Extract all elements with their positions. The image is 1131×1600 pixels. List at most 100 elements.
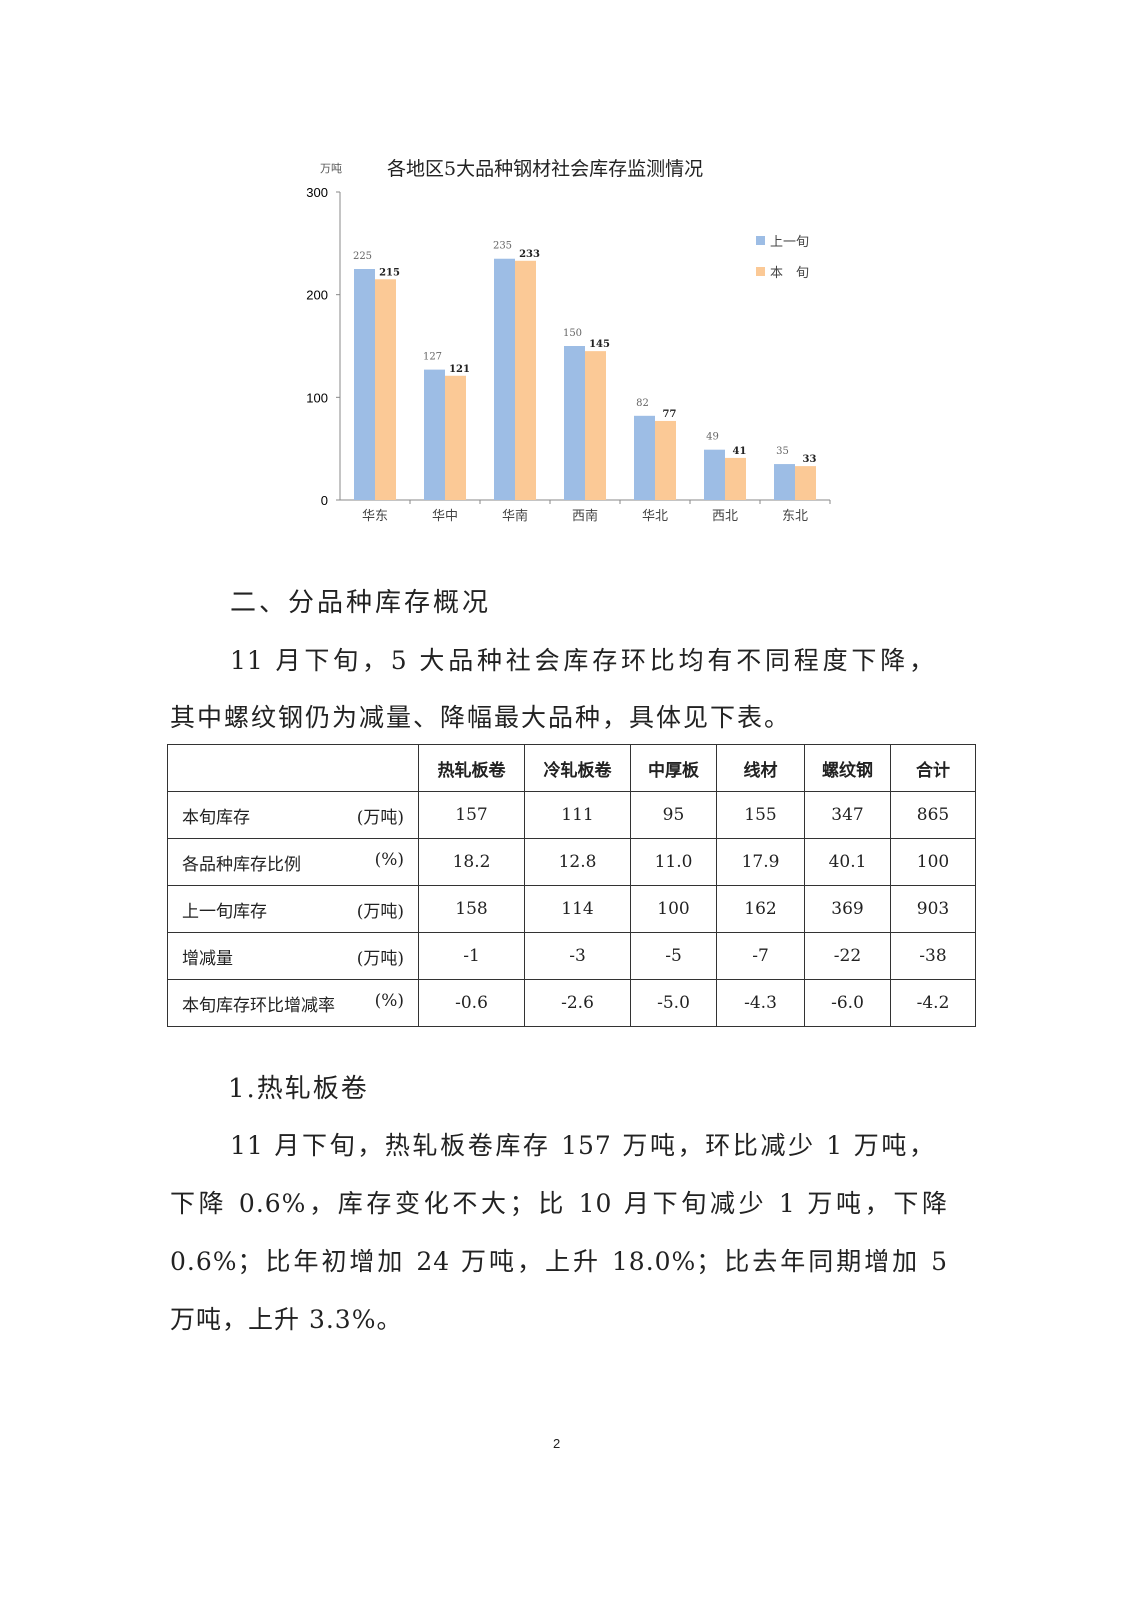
data-label: 215 bbox=[379, 267, 400, 278]
bar bbox=[354, 269, 375, 500]
bar bbox=[585, 351, 606, 500]
header-cell: 冷轧板卷 bbox=[524, 744, 631, 792]
table-cell: 157 bbox=[418, 791, 525, 839]
row-label-cell: (%) 各品种库存比例 bbox=[167, 838, 419, 886]
row-unit: (%) bbox=[374, 990, 404, 1011]
data-label: 82 bbox=[636, 398, 649, 409]
table-cell: 95 bbox=[630, 791, 717, 839]
data-label: 127 bbox=[423, 352, 442, 363]
table-header-row: 热轧板卷 冷轧板卷 中厚板 线材 螺纹钢 合计 bbox=[167, 744, 976, 792]
row-label: 上一旬库存 bbox=[182, 901, 267, 922]
bar bbox=[725, 457, 746, 500]
x-tick-label: 华中 bbox=[432, 509, 458, 524]
data-label: 233 bbox=[519, 249, 540, 260]
row-unit: (万吨) bbox=[356, 807, 404, 828]
row-label: 本旬库存 bbox=[182, 807, 250, 828]
table-cell: 11.0 bbox=[630, 838, 717, 886]
y-unit-label: 万吨 bbox=[320, 162, 342, 175]
table-cell: 903 bbox=[890, 885, 976, 933]
table-cell: 40.1 bbox=[804, 838, 891, 886]
table-cell: 18.2 bbox=[418, 838, 525, 886]
data-label: 225 bbox=[353, 251, 372, 262]
region-inventory-chart: 万吨 各地区5大品种钢材社会库存监测情况 0 100 200 300 华东 225 215 华… bbox=[306, 158, 831, 524]
body-line-4: 万吨，上升 3.3%。 bbox=[170, 1305, 403, 1334]
bar bbox=[375, 279, 396, 500]
body-line-1: 11 月下旬，热轧板卷库存 157 万吨，环比减少 1 万吨， bbox=[230, 1131, 935, 1160]
row-unit: (%) bbox=[374, 849, 404, 870]
x-tick-label: 华北 bbox=[642, 509, 668, 524]
table-cell: -1 bbox=[418, 932, 525, 980]
y-tick-label: 100 bbox=[306, 390, 328, 405]
header-cell: 中厚板 bbox=[630, 744, 717, 792]
body-line-2: 下降 0.6%，库存变化不大；比 10 月下旬减少 1 万吨，下降 bbox=[170, 1189, 948, 1218]
bar bbox=[634, 415, 655, 500]
row-unit: (万吨) bbox=[356, 901, 404, 922]
inventory-table: 热轧板卷 冷轧板卷 中厚板 线材 螺纹钢 合计 (万吨) 本旬库存 157 111 95… bbox=[167, 744, 976, 1027]
table-cell: -22 bbox=[804, 932, 891, 980]
table-cell: 17.9 bbox=[716, 838, 805, 886]
data-label: 77 bbox=[663, 409, 677, 420]
table-cell: 369 bbox=[804, 885, 891, 933]
intro-line-2: 其中螺纹钢仍为减量、降幅最大品种，具体见下表。 bbox=[170, 703, 792, 732]
x-tick-label: 华南 bbox=[502, 508, 528, 524]
body-line-3: 0.6%；比年初增加 24 万吨，上升 18.0%；比去年同期增加 5 bbox=[170, 1247, 948, 1276]
row-label: 增减量 bbox=[182, 948, 233, 969]
table-cell: 100 bbox=[630, 885, 717, 933]
row-label-cell: (%) 本旬库存环比增减率 bbox=[167, 979, 419, 1027]
chart-title: 各地区5大品种钢材社会库存监测情况 bbox=[387, 158, 703, 180]
table-cell: -4.3 bbox=[716, 979, 805, 1027]
table-row: (%) 各品种库存比例 18.2 12.8 11.0 17.9 40.1 100 bbox=[167, 838, 976, 886]
bar bbox=[515, 260, 536, 500]
table-cell: -5.0 bbox=[630, 979, 717, 1027]
row-label: 本旬库存环比增减率 bbox=[182, 995, 335, 1016]
x-tick-label: 西北 bbox=[712, 509, 738, 524]
bar bbox=[564, 346, 585, 500]
data-label: 150 bbox=[563, 328, 582, 339]
row-label-cell: (万吨) 本旬库存 bbox=[167, 791, 419, 839]
table-cell: -0.6 bbox=[418, 979, 525, 1027]
table-cell: 155 bbox=[716, 791, 805, 839]
table-cell: 12.8 bbox=[524, 838, 631, 886]
legend-swatch bbox=[756, 267, 765, 276]
row-unit: (万吨) bbox=[356, 948, 404, 969]
header-cell: 线材 bbox=[716, 744, 805, 792]
data-label: 121 bbox=[449, 364, 470, 375]
header-cell: 合计 bbox=[890, 744, 976, 792]
section-heading: 二、分品种库存概况 bbox=[230, 588, 492, 618]
y-tick-label: 0 bbox=[321, 493, 328, 508]
legend-label: 本 旬 bbox=[770, 266, 809, 281]
legend-swatch bbox=[756, 236, 765, 245]
header-cell: 热轧板卷 bbox=[418, 744, 525, 792]
bar bbox=[795, 466, 816, 500]
bar bbox=[424, 369, 445, 500]
data-label: 35 bbox=[776, 446, 789, 457]
table-cell: 111 bbox=[524, 791, 631, 839]
row-label-cell: (万吨) 上一旬库存 bbox=[167, 885, 419, 933]
bar bbox=[445, 375, 466, 500]
bar bbox=[655, 420, 676, 500]
table-cell: -38 bbox=[890, 932, 976, 980]
page-number: 2 bbox=[553, 1436, 561, 1451]
table-cell: 162 bbox=[716, 885, 805, 933]
row-label-cell: (万吨) 增减量 bbox=[167, 932, 419, 980]
table-cell: 865 bbox=[890, 791, 976, 839]
intro-line-1: 11 月下旬，5 大品种社会库存环比均有不同程度下降， bbox=[230, 646, 935, 675]
x-tick-label: 东北 bbox=[782, 509, 808, 524]
header-cell: 螺纹钢 bbox=[804, 744, 891, 792]
table-cell: 158 bbox=[418, 885, 525, 933]
table-cell: -5 bbox=[630, 932, 717, 980]
bar bbox=[704, 449, 725, 500]
table-cell: -3 bbox=[524, 932, 631, 980]
y-tick-label: 300 bbox=[306, 185, 328, 200]
y-tick-label: 200 bbox=[306, 288, 328, 303]
subheading: 1.热轧板卷 bbox=[228, 1074, 369, 1104]
table-cell: -6.0 bbox=[804, 979, 891, 1027]
data-label: 41 bbox=[733, 446, 747, 457]
bar bbox=[774, 464, 795, 500]
table-row: (万吨) 上一旬库存 158 114 100 162 369 903 bbox=[167, 885, 976, 933]
x-tick-label: 华东 bbox=[362, 509, 388, 524]
table-cell: -7 bbox=[716, 932, 805, 980]
table-cell: -2.6 bbox=[524, 979, 631, 1027]
table-cell: 114 bbox=[524, 885, 631, 933]
table-row: (万吨) 增减量 -1 -3 -5 -7 -22 -38 bbox=[167, 932, 976, 980]
